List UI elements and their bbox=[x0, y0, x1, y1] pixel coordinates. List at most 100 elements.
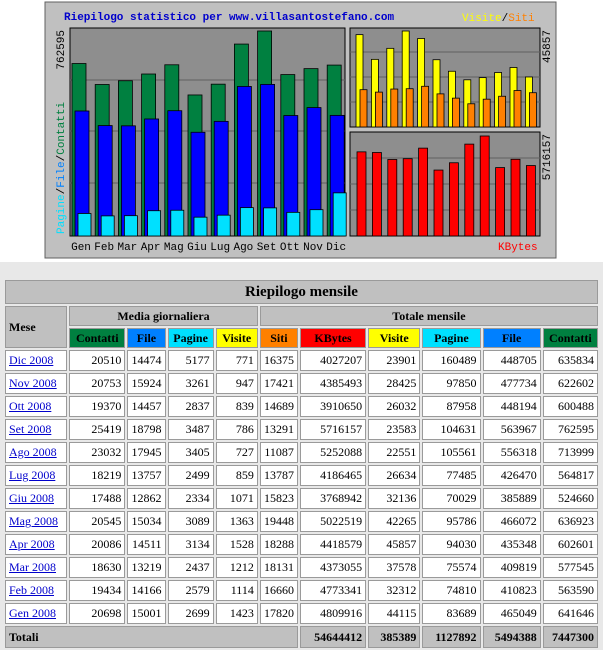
bar bbox=[495, 167, 506, 237]
bar bbox=[147, 210, 162, 237]
month-link[interactable]: Set 2008 bbox=[9, 422, 52, 436]
value-cell: 37578 bbox=[368, 557, 421, 578]
month-cell: Dic 2008 bbox=[5, 350, 68, 371]
total-cell: 385389 bbox=[368, 626, 421, 648]
value-cell: 1114 bbox=[215, 580, 258, 601]
bar bbox=[464, 143, 475, 237]
plot-left bbox=[69, 27, 346, 237]
table-body: Riepilogo mensile Mese Media giornaliera To… bbox=[5, 280, 598, 648]
month-label: Ott bbox=[280, 242, 300, 254]
value-cell: 28425 bbox=[368, 373, 421, 394]
month-row: Giu 2008 17488 12862 2334 1071 15823 3768942 32… bbox=[5, 488, 598, 509]
value-cell: 2699 bbox=[167, 603, 214, 624]
total-cell: 5494388 bbox=[482, 626, 541, 648]
month-link[interactable]: Lug 2008 bbox=[9, 468, 56, 482]
bar bbox=[359, 89, 368, 128]
value-cell: 104631 bbox=[422, 419, 481, 440]
value-cell: 16375 bbox=[259, 350, 298, 371]
value-cell: 14689 bbox=[259, 396, 298, 417]
month-label: Mar bbox=[117, 242, 137, 254]
legend-pagine: Pagine bbox=[56, 194, 68, 234]
bar bbox=[170, 209, 185, 237]
month-row: Mar 2008 18630 13219 2437 1212 18131 4373055 37… bbox=[5, 557, 598, 578]
month-link[interactable]: Feb 2008 bbox=[9, 583, 54, 597]
value-cell: 524660 bbox=[542, 488, 598, 509]
month-cell: Ott 2008 bbox=[5, 396, 68, 417]
month-link[interactable]: Nov 2008 bbox=[9, 376, 57, 390]
legend-siti: Siti bbox=[508, 13, 535, 25]
value-cell: 563967 bbox=[482, 419, 541, 440]
month-row: Feb 2008 19434 14166 2579 1114 16660 4773341 32… bbox=[5, 580, 598, 601]
value-cell: 14474 bbox=[127, 350, 166, 371]
value-cell: 556318 bbox=[482, 442, 541, 463]
value-cell: 18131 bbox=[259, 557, 298, 578]
month-row: Ago 2008 23032 17945 3405 727 11087 5252088 225… bbox=[5, 442, 598, 463]
month-link[interactable]: Mar 2008 bbox=[9, 560, 56, 574]
column-header: Siti bbox=[259, 328, 298, 348]
bar bbox=[309, 209, 324, 237]
month-label: Ago bbox=[233, 242, 253, 254]
month-link[interactable]: Mag 2008 bbox=[9, 514, 58, 528]
value-cell: 771 bbox=[215, 350, 258, 371]
month-cell: Nov 2008 bbox=[5, 373, 68, 394]
column-row: Contatti File Pagine Visite Siti KBytes Visite… bbox=[5, 328, 598, 348]
legend-file: File bbox=[56, 161, 68, 187]
bar bbox=[510, 158, 521, 237]
month-label: Giu bbox=[187, 242, 207, 254]
value-cell: 4385493 bbox=[299, 373, 367, 394]
value-cell: 602601 bbox=[542, 534, 598, 555]
value-cell: 839 bbox=[215, 396, 258, 417]
column-header: Pagine bbox=[422, 328, 481, 348]
month-label: Feb bbox=[94, 242, 114, 254]
month-row: Mag 2008 20545 15034 3089 1363 19448 5022519 42… bbox=[5, 511, 598, 532]
value-cell: 786 bbox=[215, 419, 258, 440]
value-cell: 3768942 bbox=[299, 488, 367, 509]
month-row: Gen 2008 20698 15001 2699 1423 17820 4809916 44… bbox=[5, 603, 598, 624]
month-link[interactable]: Ott 2008 bbox=[9, 399, 52, 413]
value-cell: 32312 bbox=[368, 580, 421, 601]
graph-title: Riepilogo statistico per www.villasantos… bbox=[64, 12, 394, 24]
value-cell: 87958 bbox=[422, 396, 481, 417]
value-cell: 14457 bbox=[127, 396, 166, 417]
column-header: Contatti bbox=[69, 328, 126, 348]
month-link[interactable]: Dic 2008 bbox=[9, 353, 54, 367]
bar bbox=[390, 88, 399, 128]
month-link[interactable]: Apr 2008 bbox=[9, 537, 55, 551]
value-cell: 70029 bbox=[422, 488, 481, 509]
month-label: Mag bbox=[164, 242, 184, 254]
value-cell: 385889 bbox=[482, 488, 541, 509]
bar bbox=[405, 88, 414, 128]
value-cell: 4773341 bbox=[299, 580, 367, 601]
value-cell: 4809916 bbox=[299, 603, 367, 624]
value-cell: 636923 bbox=[542, 511, 598, 532]
column-header: KBytes bbox=[299, 328, 367, 348]
month-link[interactable]: Giu 2008 bbox=[9, 491, 54, 505]
month-link[interactable]: Ago 2008 bbox=[9, 445, 57, 459]
separator: / bbox=[56, 188, 68, 195]
bar bbox=[386, 47, 395, 128]
value-cell: 465049 bbox=[482, 603, 541, 624]
bar bbox=[239, 207, 254, 237]
value-cell: 5177 bbox=[167, 350, 214, 371]
max-bottom-right: 5716157 bbox=[542, 134, 554, 180]
value-cell: 410823 bbox=[482, 580, 541, 601]
value-cell: 5716157 bbox=[299, 419, 367, 440]
value-cell: 18798 bbox=[127, 419, 166, 440]
title-row: Riepilogo mensile bbox=[5, 280, 598, 304]
bar bbox=[436, 93, 445, 128]
column-header: Visite bbox=[368, 328, 421, 348]
value-cell: 409819 bbox=[482, 557, 541, 578]
bar bbox=[432, 59, 441, 128]
value-cell: 160489 bbox=[422, 350, 481, 371]
value-cell: 95786 bbox=[422, 511, 481, 532]
bar bbox=[402, 158, 413, 237]
month-header: Mese bbox=[5, 306, 68, 348]
total-cell: 1127892 bbox=[422, 626, 481, 648]
value-cell: 5022519 bbox=[299, 511, 367, 532]
value-cell: 19370 bbox=[69, 396, 126, 417]
value-cell: 26634 bbox=[368, 465, 421, 486]
value-cell: 45857 bbox=[368, 534, 421, 555]
month-link[interactable]: Gen 2008 bbox=[9, 606, 56, 620]
month-cell: Set 2008 bbox=[5, 419, 68, 440]
